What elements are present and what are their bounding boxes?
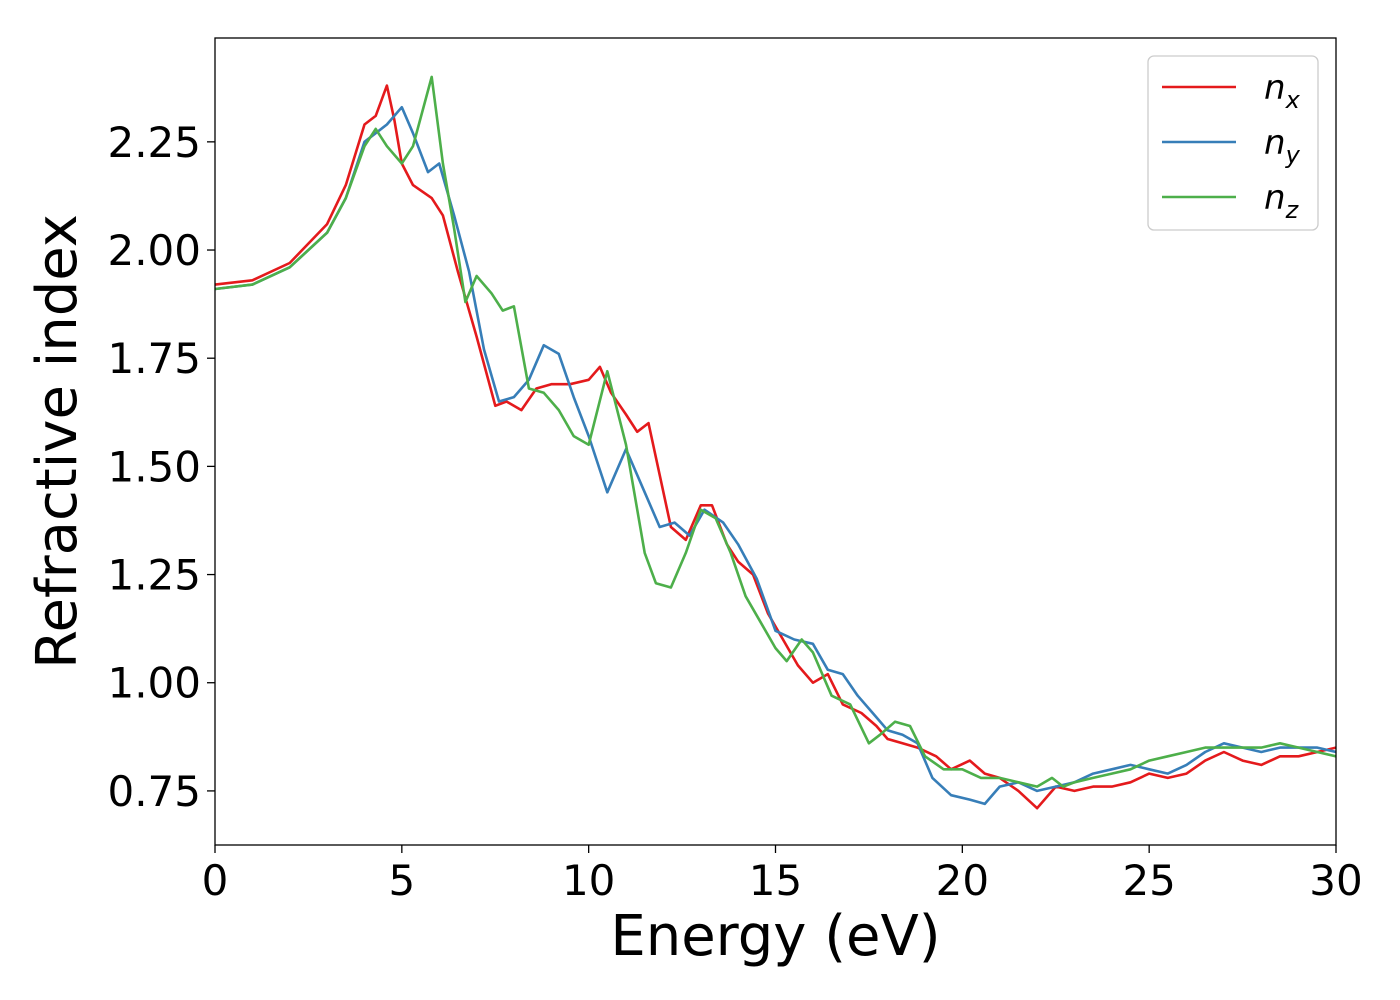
x-tick-label: 5 <box>388 856 415 905</box>
y-tick-label: 1.00 <box>107 659 201 708</box>
legend-label-nz: nz <box>1264 178 1300 224</box>
x-tick-label: 25 <box>1122 856 1175 905</box>
series-group <box>215 75 1336 810</box>
legend-label-ny: ny <box>1264 123 1301 169</box>
y-axis-title: Refractive index <box>25 214 90 669</box>
x-tick-label: 15 <box>749 856 802 905</box>
y-tick-label: 2.25 <box>107 118 201 167</box>
x-axis: 0 5 10 15 20 25 30 <box>202 845 1363 905</box>
y-tick-label: 2.00 <box>107 226 201 275</box>
y-tick-label: 0.75 <box>107 767 201 816</box>
y-tick-label: 1.50 <box>107 442 201 491</box>
x-tick-label: 0 <box>202 856 229 905</box>
x-tick-label: 30 <box>1309 856 1362 905</box>
x-axis-title: Energy (eV) <box>610 904 940 969</box>
legend: nx ny nz <box>1147 55 1319 231</box>
legend-label-nx: nx <box>1264 68 1301 114</box>
y-tick-label: 1.75 <box>107 334 201 383</box>
y-tick-label: 1.25 <box>107 551 201 600</box>
series-line-nz <box>215 75 1336 788</box>
x-tick-label: 10 <box>562 856 615 905</box>
x-tick-label: 20 <box>936 856 989 905</box>
y-axis: 0.75 1.00 1.25 1.50 1.75 2.00 2.25 <box>107 118 215 816</box>
